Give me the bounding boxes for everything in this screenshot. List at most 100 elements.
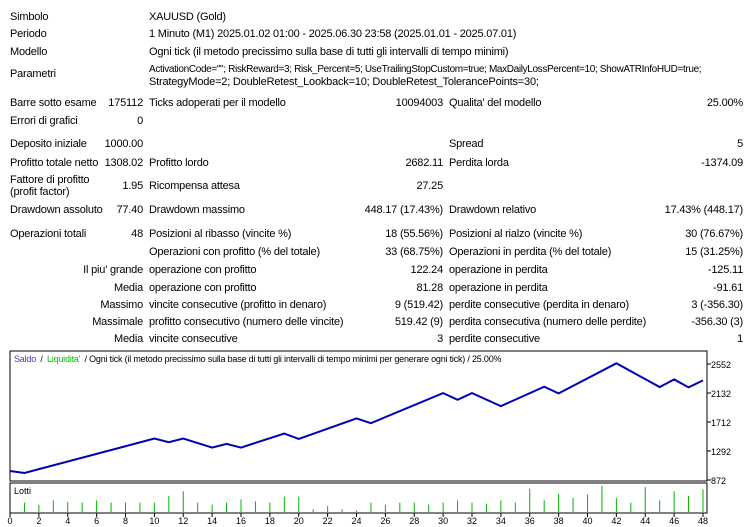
x-tick-label: 0 (7, 516, 12, 526)
x-tick-label: 18 (265, 516, 275, 526)
x-tick-label: 30 (438, 516, 448, 526)
x-tick-label: 24 (351, 516, 361, 526)
stat-value: Massimale (92, 316, 143, 328)
stat-label: vincite consecutive (profitto in denaro) (149, 299, 327, 311)
stat-label: Drawdown assoluto (10, 204, 103, 216)
x-tick-label: 6 (94, 516, 99, 526)
x-tick-label: 38 (554, 516, 564, 526)
svg-text:Saldo / Liquidita': Saldo / Liquidita' / Ogni tick (il metod… (14, 354, 502, 364)
stat-value: 2682.11 (405, 157, 443, 169)
x-tick-label: 26 (380, 516, 390, 526)
x-tick-label: 10 (149, 516, 159, 526)
stat-label: Perdita lorda (449, 157, 509, 169)
stat-value: 15 (31.25%) (685, 246, 743, 258)
stat-label: Profitto totale netto (10, 157, 99, 169)
stat-value: 3 (-356.30) (691, 299, 743, 311)
x-tick-label: 8 (123, 516, 128, 526)
stat-value: 122.24 (410, 264, 444, 276)
stat-label: operazione con profitto (149, 282, 257, 294)
stat-value: 9 (519.42) (394, 299, 443, 311)
stat-label: Operazioni con profitto (% del totale) (149, 246, 320, 258)
stat-value: 30 (76.67%) (685, 228, 743, 240)
stat-label: operazione in perdita (449, 264, 548, 276)
stat-value: -91.61 (713, 282, 743, 294)
stat-value: -1374.09 (701, 157, 743, 169)
stat-label: perdita consecutiva (numero delle perdit… (449, 316, 647, 328)
stat-label: Errori di grafici (10, 115, 78, 127)
stat-value: 519.42 (9) (394, 316, 443, 328)
stat-label: XAUUSD (Gold) (149, 11, 226, 23)
stat-value: 1 (737, 333, 743, 345)
stat-value: -125.11 (707, 264, 743, 276)
stat-label: Deposito iniziale (10, 138, 87, 150)
x-tick-label: 4 (65, 516, 70, 526)
y-tick-label: 2552 (711, 360, 731, 370)
stat-value: 25.00% (706, 97, 743, 109)
stat-value: 18 (55.56%) (385, 228, 443, 240)
stat-value: 1308.02 (104, 157, 144, 169)
stat-label: Operazioni in perdita (% del totale) (449, 246, 612, 258)
stat-label: Posizioni al ribasso (vincite %) (149, 228, 292, 240)
stat-label: operazione con profitto (149, 264, 257, 276)
stat-label: Barre sotto esame (10, 97, 97, 109)
stat-label: vincite consecutive (149, 333, 238, 345)
stat-label: Modello (10, 46, 48, 58)
lots-panel (9, 482, 708, 514)
stat-value: 0 (137, 115, 143, 127)
stat-label: perdite consecutive (perdita in denaro) (449, 299, 629, 311)
stat-label: profitto consecutivo (numero delle vinci… (149, 316, 344, 328)
stat-label: Periodo (10, 28, 47, 40)
x-tick-label: 36 (525, 516, 535, 526)
stat-label: (profit factor) (10, 186, 70, 198)
x-tick-label: 28 (409, 516, 419, 526)
x-tick-label: 14 (207, 516, 217, 526)
stat-label: operazione in perdita (449, 282, 548, 294)
balance-line (9, 362, 704, 474)
stat-value: 3 (437, 333, 443, 345)
stat-value: 1.95 (122, 180, 143, 192)
stat-label: Qualita' del modello (449, 97, 542, 109)
stat-label: Profitto lordo (149, 157, 209, 169)
x-tick-label: 44 (640, 516, 650, 526)
stat-value: 448.17 (17.43%) (364, 204, 444, 216)
balance-chart: Saldo / Liquidita' / Ogni tick (il metod… (7, 350, 731, 526)
stat-label: Ticks adoperati per il modello (149, 97, 286, 109)
stat-label: Posizioni al rialzo (vincite %) (449, 228, 583, 240)
stat-value: 10094003 (395, 97, 444, 109)
stat-value: -356.30 (3) (691, 316, 743, 328)
x-tick-label: 2 (36, 516, 41, 526)
stat-value: 1000.00 (104, 138, 144, 150)
x-tick-label: 16 (236, 516, 246, 526)
stat-value: 81.28 (416, 282, 443, 294)
x-tick-label: 12 (178, 516, 188, 526)
legend-info: / Ogni tick (il metodo precissimo sulla … (85, 354, 502, 364)
main-panel (9, 350, 708, 482)
stat-value: Il piu' grande (83, 264, 143, 276)
x-tick-label: 40 (582, 516, 592, 526)
stat-value: 5 (737, 138, 743, 150)
stat-value: 17.43% (448.17) (664, 204, 744, 216)
stat-label: Operazioni totali (10, 228, 87, 240)
stat-label: Ogni tick (il metodo precissimo sulla ba… (149, 46, 509, 58)
stat-value: 175112 (108, 97, 143, 109)
stat-value: 33 (68.75%) (385, 246, 443, 258)
stat-value: 48 (131, 228, 143, 240)
legend-saldo: Saldo (14, 354, 36, 364)
stat-label: StrategyMode=2; DoubleRetest_Lookback=10… (149, 76, 539, 88)
y-tick-label: 1292 (711, 447, 731, 457)
stat-value: 77.40 (116, 204, 143, 216)
stat-value: 27.25 (416, 180, 443, 192)
stat-value: Media (114, 333, 143, 345)
stat-value: Media (114, 282, 143, 294)
legend-sep: / (40, 354, 43, 364)
stat-label: Ricompensa attesa (149, 180, 240, 192)
x-tick-label: 34 (496, 516, 506, 526)
stat-value: Massimo (100, 299, 143, 311)
stat-label: 1 Minuto (M1) 2025.01.02 01:00 - 2025.06… (149, 28, 517, 40)
x-tick-label: 22 (323, 516, 333, 526)
stat-label: Parametri (10, 68, 56, 80)
stat-label: perdite consecutive (449, 333, 540, 345)
y-tick-label: 872 (711, 476, 726, 486)
stat-label: ActivationCode=""; RiskReward=3; Risk_Pe… (149, 64, 702, 75)
lots-label: Lotti (14, 486, 31, 496)
